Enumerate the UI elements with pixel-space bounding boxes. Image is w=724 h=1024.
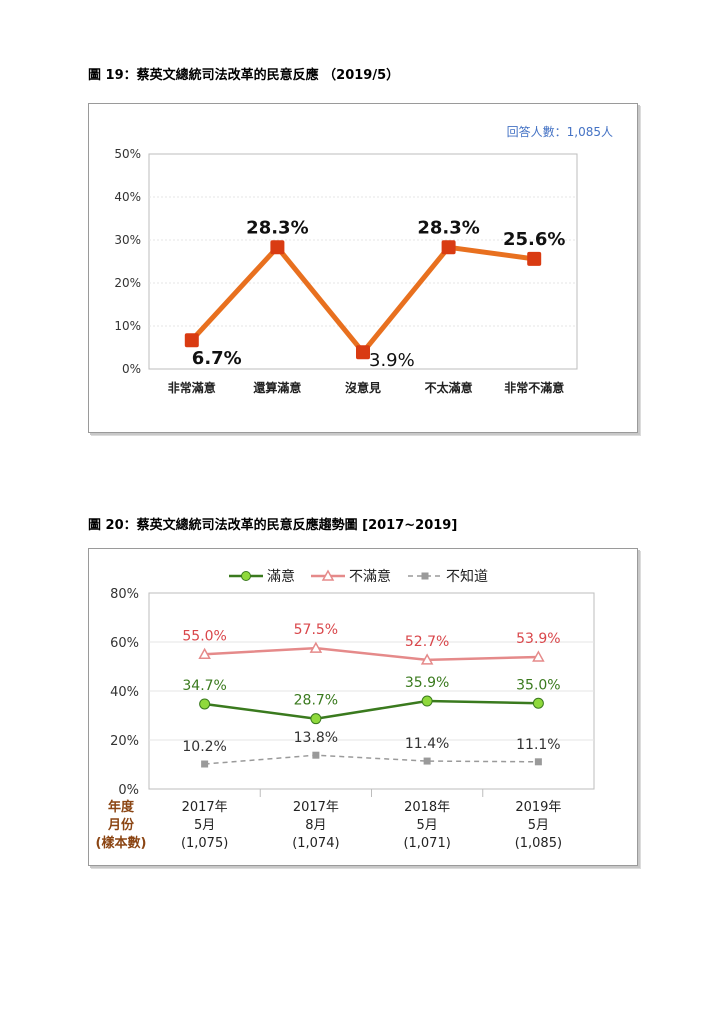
figure-20-plot: 0% 20% 40% 60% 80% 2017年 5月 (1,075) 2017年 8月 (1,07… — [96, 568, 595, 851]
data-label: 57.5% — [294, 622, 338, 638]
x-tick-label: (1,074) — [292, 836, 339, 851]
data-point — [441, 240, 456, 255]
data-label: 11.4% — [405, 736, 449, 752]
legend-label: 滿意 — [267, 568, 295, 585]
data-point — [421, 695, 433, 707]
series-line — [204, 646, 539, 662]
series-line — [189, 244, 535, 355]
data-point — [532, 650, 545, 662]
data-point — [270, 240, 285, 255]
figure-20-chart: 0% 20% 40% 60% 80% 2017年 5月 (1,075) 2017年 8月 (1,07… — [88, 548, 638, 866]
legend-label: 不知道 — [446, 568, 488, 585]
y-tick-label: 40% — [110, 685, 139, 700]
data-point — [309, 641, 323, 653]
data-label: 28.3% — [417, 217, 479, 238]
row-header-label: (樣本數) — [96, 835, 147, 851]
y-tick-label: 20% — [114, 276, 141, 290]
data-label: 34.7% — [182, 678, 226, 694]
data-point — [199, 698, 211, 710]
x-tick-label: (1,085) — [515, 836, 562, 851]
y-tick-label: 0% — [122, 362, 141, 376]
y-tick-label: 20% — [110, 734, 139, 749]
data-point — [312, 751, 320, 759]
data-label: 6.7% — [192, 348, 242, 369]
x-tick-label: 2017年 — [293, 800, 339, 815]
legend-marker — [421, 572, 429, 580]
data-point — [184, 333, 199, 348]
y-tick-label: 0% — [118, 783, 139, 798]
x-tick-label: 5月 — [194, 818, 215, 833]
series-line — [204, 754, 539, 765]
data-label: 35.9% — [405, 675, 449, 691]
series-line — [204, 699, 539, 720]
data-label: 53.9% — [516, 631, 560, 647]
x-tick-label: 5月 — [528, 818, 549, 833]
figure-20-title: 圖 20：蔡英文總統司法改革的民意反應趨勢圖 [2017~2019] — [88, 518, 458, 533]
x-tick-label: 沒意見 — [345, 380, 381, 395]
data-point — [198, 647, 211, 659]
y-tick-label: 40% — [114, 190, 141, 204]
data-label: 11.1% — [516, 737, 560, 753]
y-tick-label: 60% — [110, 636, 139, 651]
data-point — [527, 251, 542, 266]
x-tick-label: 非常滿意 — [168, 380, 216, 395]
data-point — [423, 757, 431, 765]
data-label: 28.7% — [294, 693, 338, 709]
data-label: 55.0% — [182, 628, 226, 644]
figure-19-chart: 0% 10% 20% 30% 40% 50% 非常滿意 還算滿意 沒意見 不太滿意 非常不滿意 6.7… — [88, 103, 638, 433]
row-header-label: 年度 — [108, 799, 135, 815]
data-label: 52.7% — [405, 634, 449, 650]
legend-marker — [321, 569, 335, 581]
plot-frame — [148, 153, 578, 370]
y-tick-label: 30% — [114, 233, 141, 247]
figure-19-title: 圖 19：蔡英文總統司法改革的民意反應 （2019/5） — [88, 68, 400, 83]
data-point — [356, 345, 370, 360]
x-tick-label: 非常不滿意 — [504, 380, 564, 395]
data-label: 35.0% — [516, 677, 560, 693]
y-tick-label: 50% — [114, 147, 141, 161]
data-point — [420, 653, 434, 665]
x-tick-label: (1,075) — [181, 836, 228, 851]
data-point — [534, 758, 542, 766]
x-tick-label: 5月 — [416, 818, 437, 833]
x-tick-label: 2018年 — [404, 800, 450, 815]
data-label: 25.6% — [503, 229, 565, 250]
x-tick-label: 2017年 — [182, 800, 228, 815]
data-label: 13.8% — [294, 730, 338, 746]
data-label: 3.9% — [369, 350, 415, 371]
data-point — [310, 713, 322, 725]
x-tick-label: 2019年 — [515, 800, 561, 815]
row-header-label: 月份 — [107, 817, 135, 833]
y-tick-label: 10% — [114, 319, 141, 333]
data-point — [201, 760, 209, 768]
y-tick-label: 80% — [110, 587, 139, 602]
x-tick-label: 8月 — [305, 818, 326, 833]
x-tick-label: (1,071) — [403, 836, 450, 851]
respondents-note: 回答人數：1,085人 — [507, 124, 613, 139]
data-point — [532, 697, 544, 709]
figure-19-plot: 0% 10% 20% 30% 40% 50% 非常滿意 還算滿意 沒意見 不太滿意 非常不滿意 6.7… — [114, 124, 613, 395]
legend-label: 不滿意 — [349, 568, 391, 585]
x-tick-label: 還算滿意 — [253, 380, 301, 395]
data-label: 10.2% — [182, 739, 226, 755]
x-tick-label: 不太滿意 — [425, 380, 473, 395]
data-label: 28.3% — [246, 217, 308, 238]
legend-marker — [241, 571, 251, 581]
